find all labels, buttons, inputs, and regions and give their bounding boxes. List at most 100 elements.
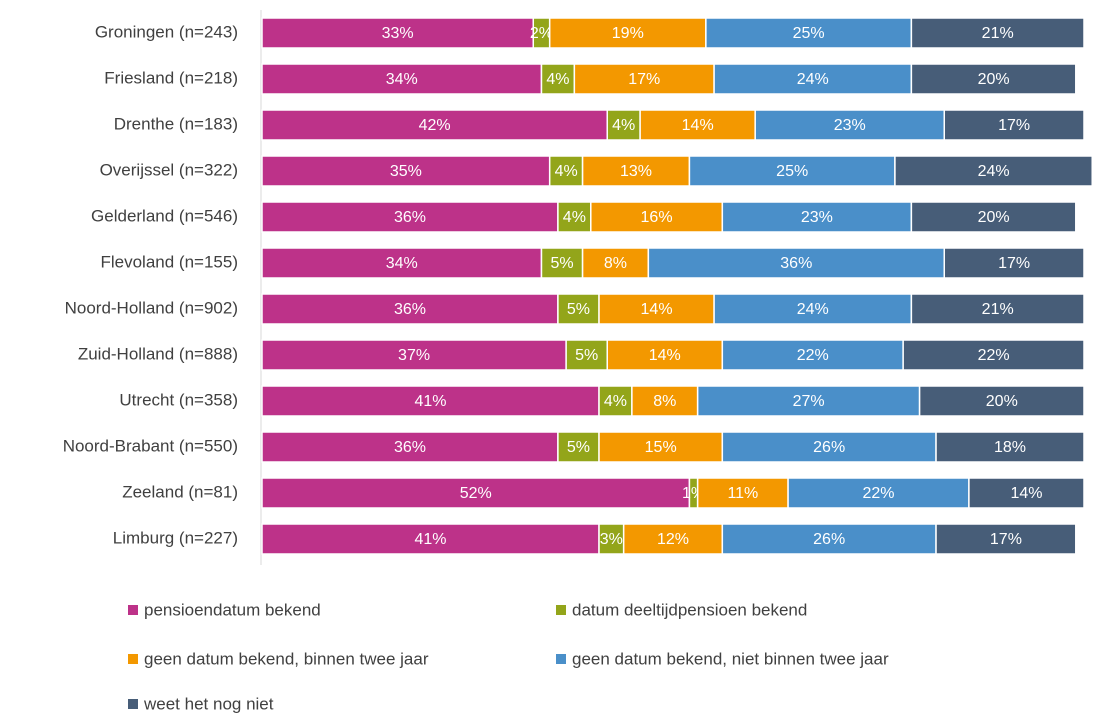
bar-segment	[557, 201, 592, 233]
bar-segment	[910, 201, 1077, 233]
value-label: 14%	[682, 117, 714, 134]
value-label: 8%	[653, 393, 676, 410]
bar-segment	[261, 293, 559, 325]
bar-segment	[573, 63, 715, 95]
value-label: 42%	[419, 117, 451, 134]
bar-segment	[713, 63, 913, 95]
value-label: 36%	[394, 439, 426, 456]
bar-segment	[261, 431, 559, 463]
bar-segment	[894, 155, 1093, 187]
legend-label: geen datum bekend, binnen twee jaar	[144, 649, 429, 668]
bar-segment	[548, 155, 584, 187]
bar-segment	[261, 63, 543, 95]
value-label: 25%	[776, 163, 808, 180]
value-label: 17%	[998, 117, 1030, 134]
value-label: 22%	[797, 347, 829, 364]
value-label: 14%	[649, 347, 681, 364]
value-label: 8%	[604, 255, 627, 272]
bar-segment	[721, 339, 904, 371]
value-label: 4%	[612, 117, 635, 134]
value-label: 23%	[801, 209, 833, 226]
value-label: 17%	[990, 531, 1022, 548]
bar-segment	[261, 109, 608, 141]
value-label: 21%	[982, 301, 1014, 318]
value-label: 26%	[813, 531, 845, 548]
bar-segment	[557, 431, 600, 463]
bar-segment	[639, 109, 756, 141]
value-label: 15%	[645, 439, 677, 456]
bar-segment	[622, 523, 724, 555]
y-tick-label: Noord-Brabant (n=550)	[63, 436, 238, 455]
value-label: 17%	[998, 255, 1030, 272]
value-label: 11%	[727, 485, 758, 502]
bar-segment	[261, 155, 551, 187]
value-label: 36%	[394, 209, 426, 226]
bar-segment	[598, 431, 724, 463]
value-label: 41%	[414, 531, 446, 548]
value-label: 12%	[657, 531, 689, 548]
value-label: 20%	[986, 393, 1018, 410]
bar-segment	[581, 155, 691, 187]
legend-swatch	[556, 654, 566, 664]
value-label: 4%	[555, 163, 578, 180]
bar-segment	[943, 247, 1085, 279]
legend-swatch	[556, 605, 566, 615]
value-label: 5%	[575, 347, 598, 364]
value-label: 27%	[793, 393, 825, 410]
value-label: 34%	[386, 71, 418, 88]
value-label: 21%	[982, 25, 1014, 42]
bar-segment	[631, 385, 699, 417]
value-label: 20%	[978, 71, 1010, 88]
value-label: 22%	[862, 485, 894, 502]
legend-label: geen datum bekend, niet binnen twee jaar	[572, 649, 889, 668]
value-label: 14%	[641, 301, 673, 318]
value-label: 20%	[978, 209, 1010, 226]
bar-segment	[910, 63, 1077, 95]
legend-label: weet het nog niet	[143, 694, 274, 713]
value-label: 5%	[567, 439, 590, 456]
bar-segment	[598, 385, 633, 417]
bar-segment	[935, 523, 1077, 555]
legend-swatch	[128, 654, 138, 664]
bar-segment	[647, 247, 946, 279]
y-tick-label: Drenthe (n=183)	[114, 114, 238, 133]
y-tick-label: Flevoland (n=155)	[100, 252, 238, 271]
bar-segment	[902, 339, 1085, 371]
value-label: 16%	[641, 209, 673, 226]
value-label: 34%	[386, 255, 418, 272]
value-label: 4%	[604, 393, 627, 410]
bar-segment	[540, 63, 576, 95]
y-tick-label: Limburg (n=227)	[113, 528, 238, 547]
bar-segment	[261, 385, 600, 417]
legend-swatch	[128, 699, 138, 709]
value-label: 2%	[530, 25, 553, 42]
bar-segment	[935, 431, 1085, 463]
bar-segment	[261, 247, 543, 279]
value-label: 36%	[780, 255, 812, 272]
value-label: 36%	[394, 301, 426, 318]
bar-segment	[261, 477, 691, 509]
value-label: 23%	[834, 117, 866, 134]
y-tick-label: Friesland (n=218)	[104, 68, 238, 87]
bar-segment	[918, 385, 1085, 417]
bar-segment	[581, 247, 650, 279]
legend-label: pensioendatum bekend	[144, 600, 321, 619]
bar-segment	[688, 155, 896, 187]
y-tick-label: Groningen (n=243)	[95, 22, 238, 41]
value-label: 14%	[1010, 485, 1042, 502]
bar-segment	[705, 17, 913, 49]
value-label: 5%	[567, 301, 590, 318]
value-label: 18%	[994, 439, 1026, 456]
value-label: 17%	[628, 71, 660, 88]
value-label: 4%	[563, 209, 586, 226]
bar-segment	[943, 109, 1085, 141]
value-label: 25%	[793, 25, 825, 42]
y-tick-label: Gelderland (n=546)	[91, 206, 238, 225]
bar-segment	[968, 477, 1085, 509]
bar-segment	[598, 523, 625, 555]
value-label: 52%	[460, 485, 492, 502]
bar-segment	[606, 109, 641, 141]
bar-segment	[721, 431, 937, 463]
bar-segment	[787, 477, 970, 509]
